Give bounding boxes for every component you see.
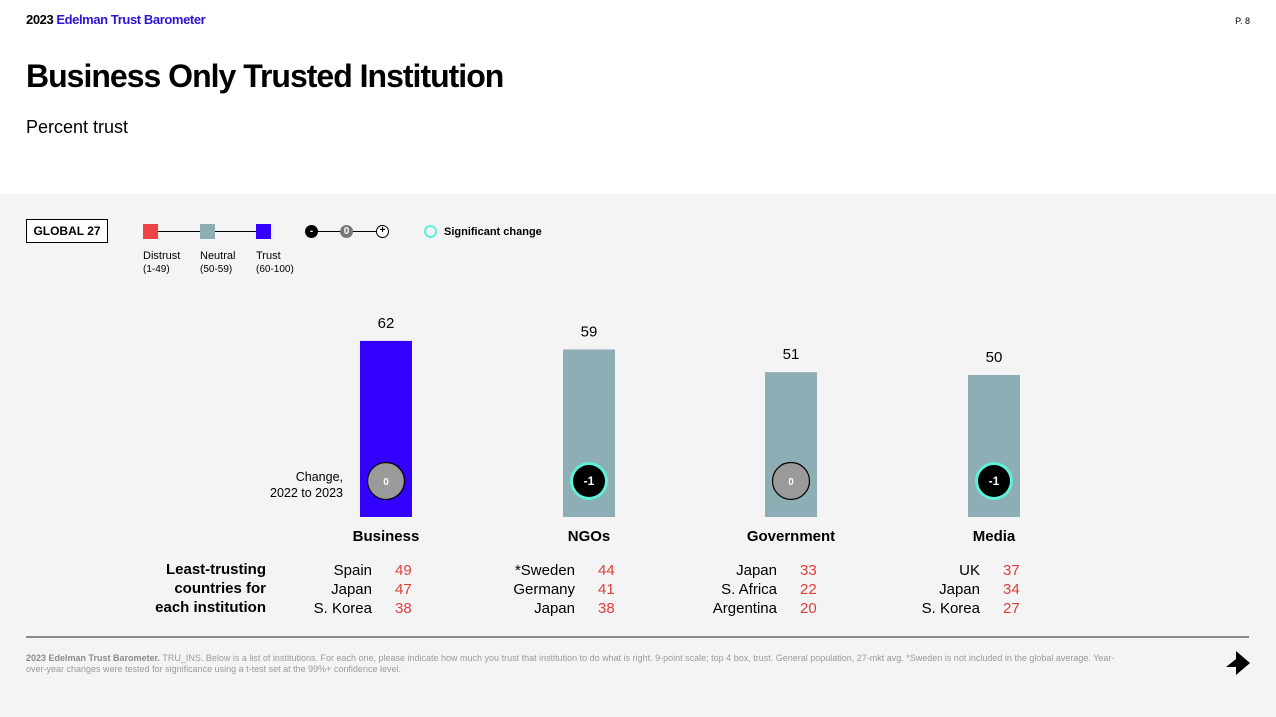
significant-change-icon <box>424 225 437 238</box>
brand-logo: 2023 Edelman Trust Barometer <box>26 12 206 27</box>
legend-distrust-label: Distrust (1-49) <box>143 250 181 275</box>
footnote: 2023 Edelman Trust Barometer. TRU_INS. B… <box>26 653 1115 674</box>
change-label: Change, 2022 to 2023 <box>270 470 343 500</box>
legend-minus-marker: - <box>305 225 318 238</box>
brand-name: Edelman Trust Barometer <box>56 12 206 27</box>
least-trusting-value: 38 <box>598 600 615 617</box>
footer-divider <box>26 636 1249 638</box>
change-value: -1 <box>989 474 1000 488</box>
least-trusting-country: *Sweden <box>515 562 575 579</box>
change-marker <box>771 461 811 501</box>
least-trusting-country: Japan <box>939 581 980 598</box>
least-trusting-country: UK <box>959 562 980 579</box>
least-trusting-label: Least-trusting countries for each institut… <box>155 561 266 616</box>
least-trusting-value: 41 <box>598 581 615 598</box>
legend-trust-swatch <box>256 224 271 239</box>
least-trusting-country: S. Korea <box>314 600 373 617</box>
change-marker <box>366 461 406 501</box>
header-area: 2023 Edelman Trust Barometer P. 8 Busines… <box>0 0 1276 194</box>
change-value: 0 <box>383 477 389 488</box>
least-trusting-country: Japan <box>534 600 575 617</box>
category-label: Business <box>353 528 420 545</box>
least-trusting-country: Argentina <box>713 600 778 617</box>
bar-value-label: 50 <box>986 349 1003 366</box>
bar-chart: 62 0 Business Spain 49 Japan 47 S. Korea 38 59 -1 N… <box>314 315 1020 617</box>
category-label: NGOs <box>568 528 611 545</box>
least-trusting-value: 44 <box>598 562 615 579</box>
page-title: Business Only Trusted Institution <box>26 58 504 94</box>
significant-change-label: Significant change <box>444 226 542 238</box>
least-trusting-country: Japan <box>736 562 777 579</box>
change-marker <box>978 465 1010 497</box>
legend-neutral-label: Neutral (50-59) <box>200 250 236 275</box>
least-trusting-value: 33 <box>800 562 817 579</box>
change-value: 0 <box>788 477 794 488</box>
least-trusting-country: S. Korea <box>922 600 981 617</box>
legend-trust-label: Trust (60-100) <box>256 250 294 275</box>
change-value: -1 <box>584 474 595 488</box>
bar-value-label: 62 <box>378 315 395 332</box>
category-label: Government <box>747 528 835 545</box>
change-marker <box>573 465 605 497</box>
least-trusting-value: 38 <box>395 600 412 617</box>
global-badge: GLOBAL 27 <box>26 219 108 243</box>
bar-value-label: 51 <box>783 346 800 363</box>
least-trusting-value: 37 <box>1003 562 1020 579</box>
least-trusting-value: 27 <box>1003 600 1020 617</box>
least-trusting-value: 20 <box>800 600 817 617</box>
brand-year: 2023 <box>26 12 54 27</box>
next-arrow-icon[interactable] <box>1224 650 1252 676</box>
legend-zero-marker: 0 <box>340 225 353 238</box>
legend-neutral-swatch <box>200 224 215 239</box>
least-trusting-value: 47 <box>395 581 412 598</box>
least-trusting-value: 34 <box>1003 581 1020 598</box>
least-trusting-country: S. Africa <box>721 581 778 598</box>
bar-value-label: 59 <box>581 323 598 340</box>
least-trusting-country: Japan <box>331 581 372 598</box>
least-trusting-country: Spain <box>334 562 372 579</box>
least-trusting-value: 49 <box>395 562 412 579</box>
page-number: P. 8 <box>1235 16 1250 26</box>
legend-plus-marker: + <box>376 225 389 238</box>
least-trusting-country: Germany <box>513 581 575 598</box>
least-trusting-value: 22 <box>800 581 817 598</box>
page-subtitle: Percent trust <box>26 117 129 137</box>
legend-distrust-swatch <box>143 224 158 239</box>
category-label: Media <box>973 528 1016 545</box>
chart-panel <box>0 194 1276 717</box>
